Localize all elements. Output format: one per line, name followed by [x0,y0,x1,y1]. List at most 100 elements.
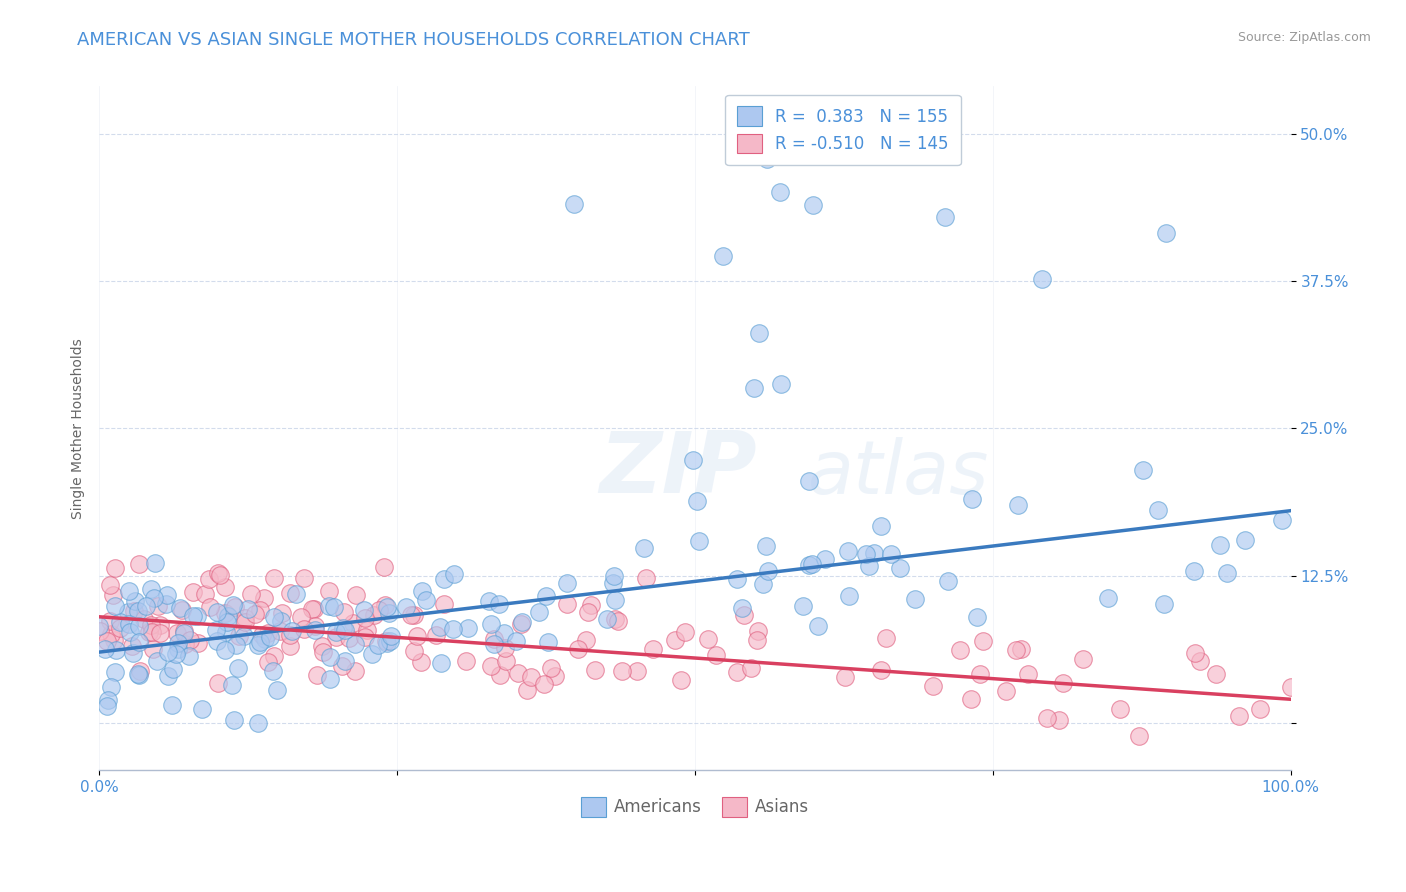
Point [1010,642,1032,657]
Point [290,610,312,624]
Point [247,638,270,652]
Point [108,621,131,635]
Point [1031,272,1053,286]
Point [1279,680,1302,694]
Point [249,602,271,616]
Point [221,678,243,692]
Text: atlas: atlas [808,436,990,508]
Point [747,633,769,648]
Point [752,577,775,591]
Point [441,622,464,636]
Point [278,639,301,653]
Point [228,629,250,643]
Point [378,634,401,648]
Point [207,566,229,581]
Text: ZIP: ZIP [599,427,758,511]
Point [263,609,285,624]
Point [1215,566,1237,581]
Point [194,587,217,601]
Point [1233,533,1256,547]
Point [97,693,120,707]
Point [922,679,945,693]
Point [797,475,820,489]
Point [103,633,125,648]
Point [96,698,118,713]
Point [162,662,184,676]
Point [870,663,893,677]
Text: AMERICAN VS ASIAN SINGLE MOTHER HOUSEHOLDS CORRELATION CHART: AMERICAN VS ASIAN SINGLE MOTHER HOUSEHOL… [77,31,749,49]
Point [89,624,111,639]
Point [266,683,288,698]
Point [972,634,994,648]
Point [103,599,125,613]
Point [187,636,209,650]
Point [304,619,326,633]
Point [520,670,543,684]
Point [636,571,658,585]
Point [378,606,401,620]
Point [124,604,146,618]
Point [1147,502,1170,516]
Point [343,664,366,678]
Point [101,588,124,602]
Point [489,668,512,682]
Point [319,672,342,686]
Point [207,675,229,690]
Point [271,607,294,621]
Point [205,634,228,648]
Point [1097,591,1119,606]
Text: Source: ZipAtlas.com: Source: ZipAtlas.com [1237,31,1371,45]
Point [583,663,606,677]
Point [1249,701,1271,715]
Point [457,621,479,635]
Point [505,633,527,648]
Point [454,654,477,668]
Point [104,665,127,680]
Point [1052,675,1074,690]
Point [332,605,354,619]
Point [270,615,292,629]
Point [292,622,315,636]
Point [205,624,228,638]
Point [415,593,437,607]
Point [755,152,778,166]
Point [1007,498,1029,512]
Point [411,655,433,669]
Point [318,599,340,613]
Point [225,638,247,652]
Point [207,605,229,619]
Point [167,641,190,656]
Point [173,637,195,651]
Point [801,198,824,212]
Point [253,632,276,646]
Point [156,645,179,659]
Point [404,644,426,658]
Point [1209,538,1232,552]
Point [673,625,696,640]
Point [607,614,630,628]
Point [807,618,830,632]
Point [157,669,180,683]
Point [278,586,301,600]
Point [232,629,254,643]
Point [733,607,755,622]
Point [156,588,179,602]
Point [342,616,364,631]
Point [100,626,122,640]
Point [134,612,156,626]
Point [706,648,728,663]
Point [118,625,141,640]
Point [377,600,399,615]
Point [243,607,266,621]
Point [562,197,585,211]
Point [880,547,903,561]
Point [1035,711,1057,725]
Point [969,666,991,681]
Point [510,615,533,629]
Point [374,599,396,613]
Point [433,572,456,586]
Point [506,665,529,680]
Point [138,624,160,639]
Point [129,664,152,678]
Point [143,557,166,571]
